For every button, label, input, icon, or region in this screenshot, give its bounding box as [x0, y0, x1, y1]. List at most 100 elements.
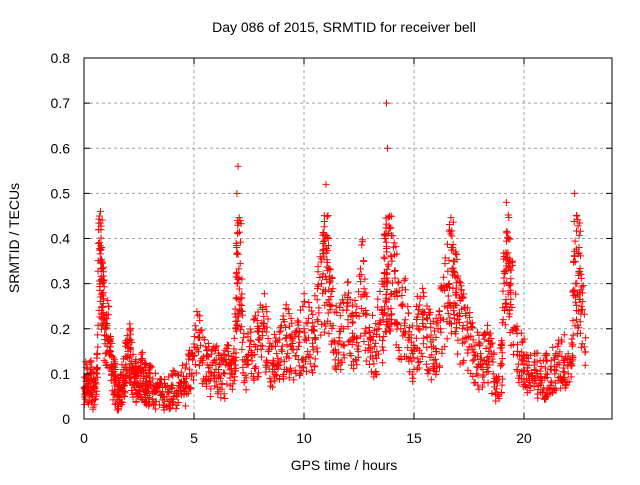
data-point [395, 344, 403, 352]
ticks: 0 0.1 0.2 0.3 0.4 0.5 0.6 0.7 0.8 0 5 10 15 20 [51, 50, 612, 446]
x-tick-label: 0 [80, 430, 88, 446]
data-point [302, 319, 310, 327]
data-point [512, 326, 520, 334]
data-point [254, 372, 262, 380]
data-point [287, 368, 295, 376]
data-point [84, 400, 92, 408]
data-point [427, 376, 435, 384]
data-point [103, 310, 111, 318]
data-point [402, 328, 410, 336]
data-point [275, 328, 283, 336]
data-point [95, 306, 103, 314]
data-point [479, 373, 487, 381]
data-point [83, 371, 91, 379]
data-point [189, 356, 197, 364]
y-axis-label: SRMTID / TECUs [6, 183, 22, 293]
data-point [530, 361, 538, 369]
data-point [387, 316, 395, 324]
data-point [192, 369, 200, 377]
data-point [204, 352, 212, 360]
data-point [258, 353, 266, 361]
data-point [148, 363, 156, 371]
data-point [506, 235, 514, 243]
data-point [132, 398, 140, 406]
data-point [206, 376, 214, 384]
data-point [485, 331, 493, 339]
data-point [379, 346, 387, 354]
data-point [191, 343, 199, 351]
data-point [521, 353, 529, 361]
data-point [459, 294, 467, 302]
data-point [353, 339, 361, 347]
data-point [484, 367, 492, 375]
data-point [297, 367, 305, 375]
data-point [362, 329, 370, 337]
data-point [107, 333, 115, 341]
data-point [319, 250, 327, 258]
data-point [122, 361, 130, 369]
data-point [238, 345, 246, 353]
data-point [349, 313, 357, 321]
data-point [536, 367, 544, 375]
data-point [146, 364, 154, 372]
data-point [408, 370, 416, 378]
data-point [564, 370, 572, 378]
data-point [503, 250, 511, 258]
data-point [488, 339, 496, 347]
data-point [365, 361, 373, 369]
data-point [262, 358, 270, 366]
data-point [478, 360, 486, 368]
data-point [371, 369, 379, 377]
data-point [314, 317, 322, 325]
data-point [233, 249, 241, 257]
data-point [172, 405, 180, 413]
data-point [573, 212, 581, 220]
data-point [214, 349, 222, 357]
data-point [319, 238, 327, 246]
data-point [355, 288, 363, 296]
data-point [384, 277, 392, 285]
data-point [570, 218, 578, 226]
data-point [214, 390, 222, 398]
data-point [455, 277, 463, 285]
data-point [241, 377, 249, 385]
data-point [184, 389, 192, 397]
data-point [128, 338, 136, 346]
data-point [177, 368, 185, 376]
data-point [502, 198, 510, 206]
data-point [96, 245, 104, 253]
data-point [484, 379, 492, 387]
data-point [199, 333, 207, 341]
data-point [490, 383, 498, 391]
data-point [302, 358, 310, 366]
data-point [246, 343, 254, 351]
data-point [488, 389, 496, 397]
data-point [212, 356, 220, 364]
data-point [353, 303, 361, 311]
data-point [98, 244, 106, 252]
data-point [513, 347, 521, 355]
data-point [295, 318, 303, 326]
data-point [266, 375, 274, 383]
data-point [306, 351, 314, 359]
data-point [529, 377, 537, 385]
data-point [217, 394, 225, 402]
data-point [468, 323, 476, 331]
data-point [320, 328, 328, 336]
data-point [280, 375, 288, 383]
data-point [292, 352, 300, 360]
data-point [419, 316, 427, 324]
data-point [363, 310, 371, 318]
data-point [107, 348, 115, 356]
data-point [432, 360, 440, 368]
data-point [467, 343, 475, 351]
data-point [436, 325, 444, 333]
data-point [425, 305, 433, 313]
data-point [262, 328, 270, 336]
data-point [551, 355, 559, 363]
data-point [571, 189, 579, 197]
data-point [288, 319, 296, 327]
data-point [448, 232, 456, 240]
data-point [445, 284, 453, 292]
